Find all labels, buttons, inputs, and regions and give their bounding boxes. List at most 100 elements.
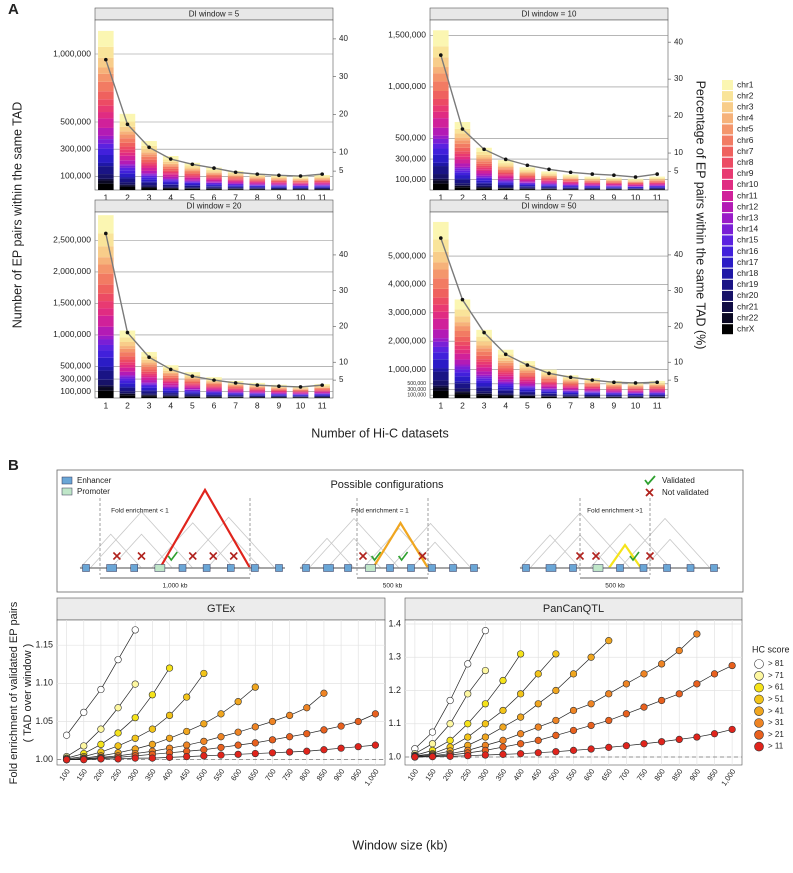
bar-segment xyxy=(98,264,114,274)
percent-point xyxy=(503,157,508,162)
config-label: Fold enrichment = 1 xyxy=(351,508,409,515)
percent-point xyxy=(633,175,638,179)
bar-segment xyxy=(271,178,287,180)
bar-segment xyxy=(606,178,622,180)
bar-segment xyxy=(584,183,601,184)
y-tick-label: 1.15 xyxy=(35,640,53,650)
bar-segment xyxy=(584,187,601,189)
series-point xyxy=(605,637,613,645)
tad-triangle xyxy=(89,511,194,569)
bar-segment xyxy=(433,380,449,386)
bar-segment xyxy=(584,389,601,391)
bar-segment xyxy=(497,354,514,358)
legend-swatch xyxy=(722,168,733,179)
bar-segment xyxy=(606,383,622,385)
legend-marker xyxy=(754,659,764,669)
x-tick-label: 2 xyxy=(460,192,465,202)
bar-segment xyxy=(562,383,579,386)
bar-segment xyxy=(497,393,514,395)
x-tick-label: 750 xyxy=(635,767,650,782)
bar-segment xyxy=(584,180,601,182)
bar-segment xyxy=(184,379,201,381)
legend-title: HC score xyxy=(752,644,790,654)
bar-segment xyxy=(497,181,514,183)
bar-segment xyxy=(206,185,222,187)
bar-segment xyxy=(314,182,330,183)
bar-segment xyxy=(314,176,330,178)
legend-label: Not validated xyxy=(662,488,709,497)
bar-segment xyxy=(314,181,330,183)
bar-segment xyxy=(476,364,492,368)
series-point xyxy=(499,723,507,731)
y-tick-label: 1.05 xyxy=(35,716,53,726)
x-tick-label: 4 xyxy=(503,400,508,410)
x-tick-label: 850 xyxy=(670,767,685,782)
bar-segment xyxy=(206,382,222,384)
y-tick-label: 100,000 xyxy=(407,393,426,399)
bar-segment xyxy=(184,391,201,393)
enhancer-box xyxy=(616,564,624,572)
percent-point xyxy=(125,122,130,127)
bar-segment xyxy=(98,339,114,345)
bar-segment xyxy=(584,179,601,181)
bar-segment xyxy=(562,179,579,181)
bar-segment xyxy=(162,178,179,180)
series-point xyxy=(303,704,311,712)
bar-segment xyxy=(454,381,471,384)
x-tick-label: 8 xyxy=(590,400,595,410)
bar-segment xyxy=(433,311,449,319)
percent-point xyxy=(460,297,465,302)
bar-segment xyxy=(206,392,222,394)
legend-marker xyxy=(754,718,764,728)
bar-segment xyxy=(454,353,471,360)
bar-segment xyxy=(141,188,157,190)
bar-segment xyxy=(119,138,136,143)
bar-segment xyxy=(433,148,449,155)
legend-label: chr21 xyxy=(737,301,759,311)
legend-label: Enhancer xyxy=(77,476,112,485)
bar-segment xyxy=(476,175,492,177)
percent-point xyxy=(655,172,659,176)
y-tick-label: 1,000,000 xyxy=(388,81,426,91)
x-tick-label: 700 xyxy=(263,767,278,782)
bar-segment xyxy=(649,189,665,190)
tad-triangle xyxy=(619,517,711,569)
validated-mark xyxy=(629,551,640,562)
bar-segment xyxy=(562,185,579,187)
bar-segment xyxy=(562,178,579,179)
bar-segment xyxy=(476,188,492,190)
bar-segment xyxy=(292,390,309,392)
bar-segment xyxy=(584,182,601,183)
y-tick-label: 5,000,000 xyxy=(388,250,426,260)
legend-swatch xyxy=(722,213,733,224)
bar-segment xyxy=(249,182,266,183)
bar-segment xyxy=(184,389,201,391)
bar-segment xyxy=(454,364,471,367)
series-point xyxy=(251,723,259,731)
bar-segment xyxy=(433,341,449,347)
legend-label: Validated xyxy=(662,476,695,485)
bar-segment xyxy=(141,386,157,388)
bar-segment xyxy=(162,179,179,181)
bar-segment xyxy=(206,385,222,387)
x-tick-label: 650 xyxy=(246,767,261,782)
bar-segment xyxy=(249,392,266,393)
bar-segment xyxy=(249,178,266,180)
percent-point xyxy=(190,374,195,378)
bar-segment xyxy=(519,171,536,173)
bar-segment xyxy=(98,139,114,144)
bar-segment xyxy=(98,105,114,113)
bar-segment xyxy=(519,392,536,395)
y2-tick-label: 20 xyxy=(674,111,683,120)
x-tick-label: 11 xyxy=(318,192,327,202)
bar-segment xyxy=(584,176,601,178)
bar-segment xyxy=(519,185,536,187)
series-point xyxy=(114,704,122,712)
bar-segment xyxy=(497,387,514,390)
bar-segment xyxy=(314,391,330,393)
bar-segment xyxy=(141,390,157,392)
bar-segment xyxy=(206,178,222,180)
bar-segment xyxy=(271,187,287,189)
bar-segment xyxy=(184,167,201,170)
tad-triangle xyxy=(389,522,472,569)
